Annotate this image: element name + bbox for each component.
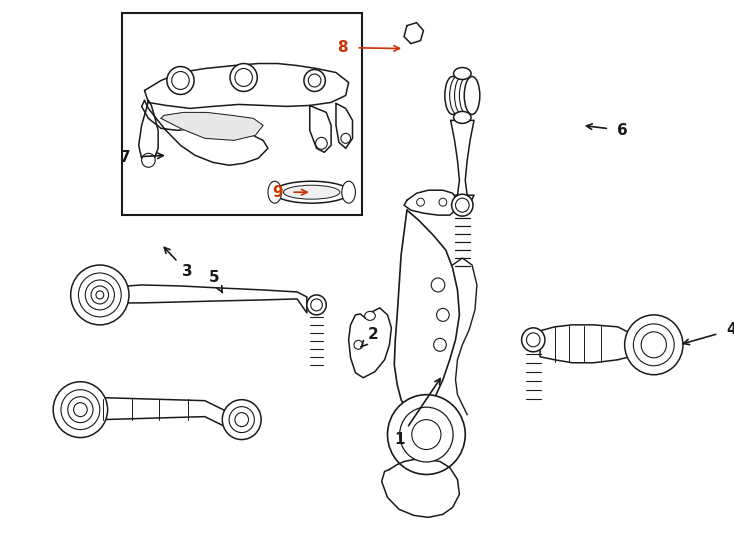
Ellipse shape [283,185,340,199]
Ellipse shape [274,181,349,203]
Ellipse shape [526,333,540,347]
Ellipse shape [454,77,470,114]
Ellipse shape [354,340,363,349]
Ellipse shape [235,413,249,427]
Polygon shape [145,64,349,109]
Polygon shape [310,105,331,152]
Ellipse shape [53,382,108,437]
Polygon shape [142,100,268,165]
Ellipse shape [434,339,446,352]
Ellipse shape [432,278,445,292]
Ellipse shape [61,390,100,430]
Ellipse shape [167,66,194,94]
Ellipse shape [73,403,87,417]
Polygon shape [451,120,474,203]
Ellipse shape [222,400,261,440]
Ellipse shape [412,420,441,449]
Ellipse shape [342,181,355,203]
Polygon shape [404,190,457,215]
Ellipse shape [399,407,453,462]
Text: 6: 6 [617,123,628,138]
Polygon shape [115,285,307,313]
Ellipse shape [417,198,424,206]
Bar [122,12,362,215]
Ellipse shape [70,265,129,325]
Polygon shape [161,112,263,140]
Ellipse shape [522,328,545,352]
Ellipse shape [439,198,447,206]
Ellipse shape [308,74,321,87]
Ellipse shape [307,295,327,315]
Ellipse shape [365,312,375,320]
Polygon shape [540,325,630,363]
Ellipse shape [465,77,480,114]
Text: 3: 3 [182,265,192,280]
Text: 8: 8 [338,40,348,55]
Ellipse shape [79,273,121,317]
Ellipse shape [445,77,460,114]
Ellipse shape [450,77,465,114]
Polygon shape [394,210,459,417]
Ellipse shape [633,324,675,366]
Text: 1: 1 [394,432,404,447]
Ellipse shape [642,332,666,358]
Ellipse shape [341,133,351,143]
Ellipse shape [316,137,327,150]
Ellipse shape [437,308,449,321]
Text: 9: 9 [272,185,283,200]
Polygon shape [404,23,424,44]
Ellipse shape [388,395,465,475]
Ellipse shape [229,407,255,433]
Polygon shape [139,100,158,163]
Ellipse shape [91,286,109,304]
Text: 7: 7 [120,150,131,165]
Ellipse shape [268,181,282,203]
Polygon shape [336,104,352,148]
Ellipse shape [456,198,469,212]
Ellipse shape [454,111,471,123]
Ellipse shape [625,315,683,375]
Ellipse shape [310,299,322,311]
Ellipse shape [172,71,189,90]
Polygon shape [349,308,391,377]
Ellipse shape [451,194,473,216]
Ellipse shape [459,77,475,114]
Text: 2: 2 [368,327,378,342]
Text: 4: 4 [726,322,734,338]
Ellipse shape [142,153,155,167]
Ellipse shape [304,70,325,91]
Ellipse shape [68,397,93,423]
Ellipse shape [235,69,252,86]
Ellipse shape [96,291,103,299]
Text: 5: 5 [209,271,219,286]
Ellipse shape [454,68,471,79]
Ellipse shape [230,64,257,91]
Polygon shape [98,397,227,428]
Ellipse shape [85,280,115,310]
Polygon shape [382,460,459,517]
